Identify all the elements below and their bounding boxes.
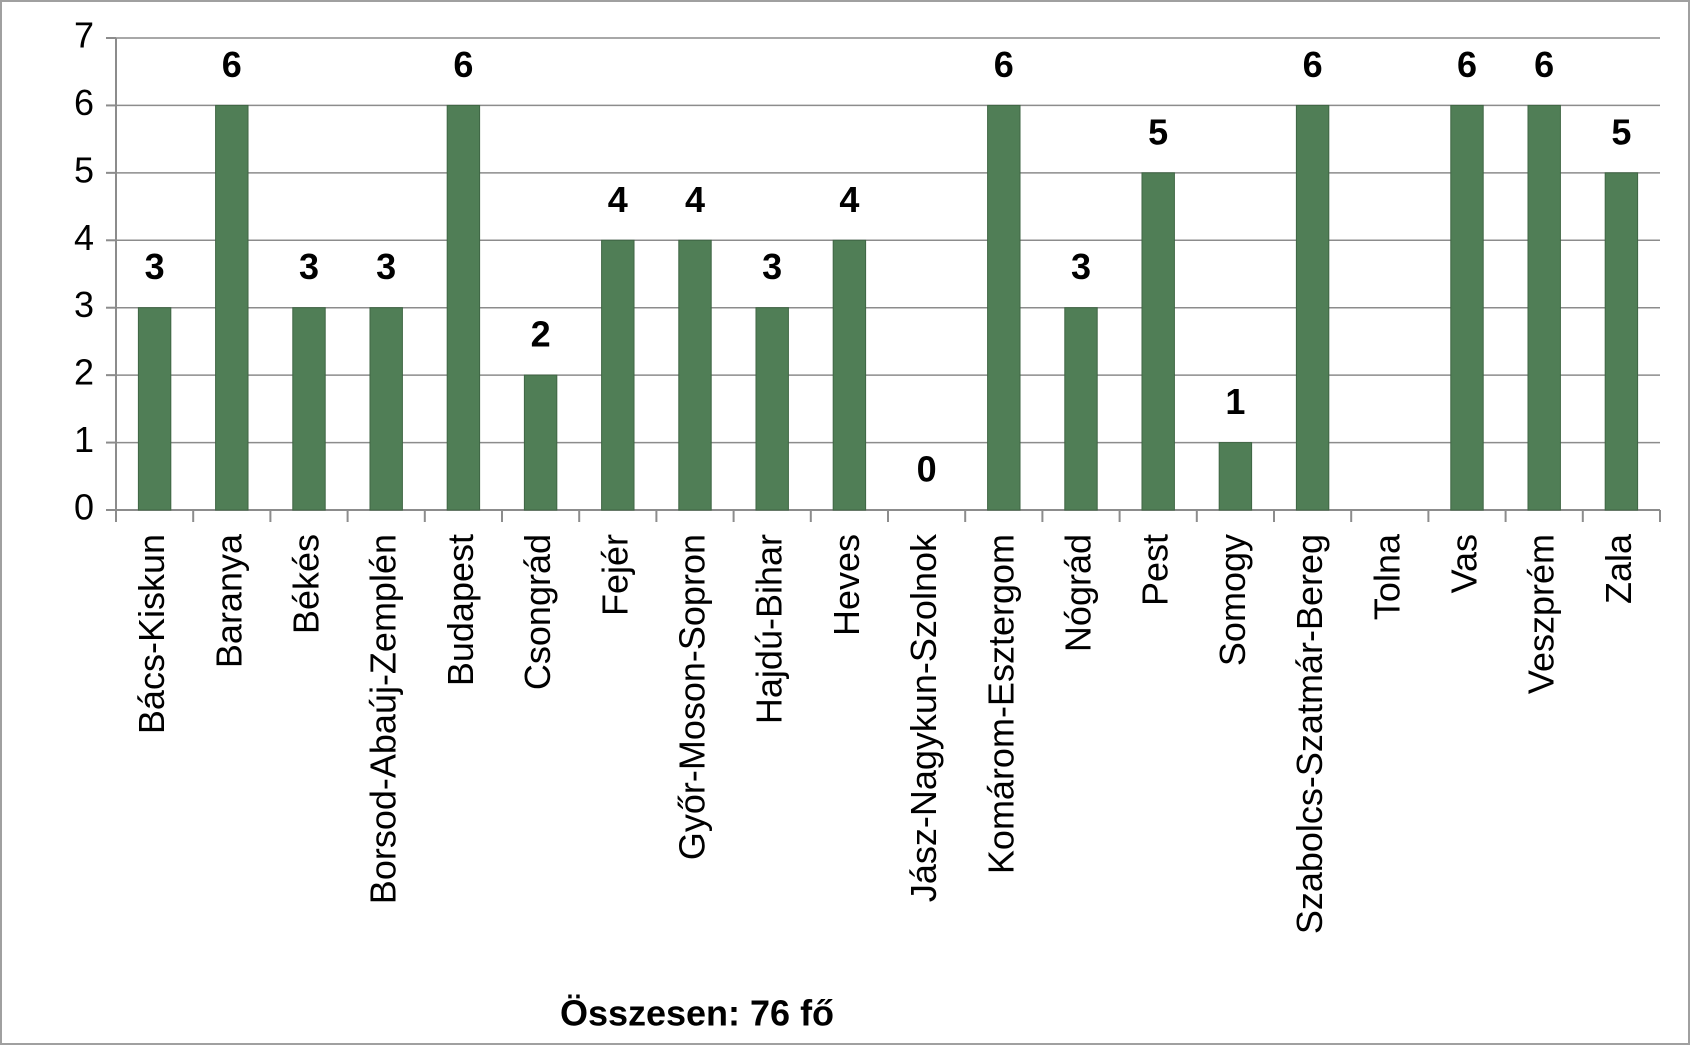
y-tick-label: 2 [74,352,94,393]
bar [292,307,326,511]
bar [1527,104,1561,511]
x-tick-label: Békés [286,534,327,634]
bar [369,307,403,511]
value-label: 6 [1457,44,1477,85]
y-tick-label: 0 [74,487,94,528]
x-tick-label: Baranya [208,533,249,668]
value-label: 6 [222,44,242,85]
x-tick-label: Borsod-Abaúj-Zemplén [363,534,404,904]
value-label: 2 [531,314,551,355]
value-label: 3 [145,246,165,287]
x-tick-label: Nógrád [1058,534,1099,652]
bar [755,307,789,511]
value-label: 1 [1225,381,1245,422]
x-tick-label: Bács-Kiskun [131,534,172,734]
value-label: 3 [1071,246,1091,287]
bar [446,104,481,511]
bar [1604,172,1639,511]
value-label: 6 [994,44,1014,85]
bar [832,239,867,511]
bar [601,239,635,511]
y-tick-label: 4 [74,217,94,258]
x-tick-label: Komárom-Esztergom [980,534,1021,874]
value-label: 3 [762,246,782,287]
bar [1141,172,1175,511]
annotation: Összesen: 76 fő [560,993,834,1034]
x-tick-label: Győr-Moson-Sopron [672,534,713,860]
value-label: 0 [917,449,937,490]
y-tick-label: 1 [74,419,94,460]
y-tick-label: 7 [74,15,94,56]
bar [1295,104,1330,511]
value-label: 6 [1303,44,1323,85]
y-tick-label: 5 [74,149,94,190]
bar [1450,104,1484,511]
value-label: 6 [1534,44,1554,85]
x-tick-label: Zala [1598,533,1639,604]
x-tick-label: Pest [1135,534,1176,606]
y-tick-label: 6 [74,82,94,123]
x-tick-label: Hajdú-Bihar [749,534,790,724]
value-label: 5 [1611,111,1631,152]
x-tick-label: Veszprém [1521,534,1562,694]
bar [523,374,558,511]
bar [1218,442,1253,511]
x-tick-label: Tolna [1366,533,1407,620]
value-label: 3 [376,246,396,287]
x-tick-label: Vas [1444,534,1485,593]
value-label: 4 [685,179,705,220]
bar [1064,307,1098,511]
value-label: 6 [453,44,473,85]
bar [215,104,249,511]
y-tick-label: 3 [74,284,94,325]
x-tick-label: Budapest [440,534,481,686]
bar [137,307,172,511]
value-label: 4 [839,179,859,220]
bar [987,104,1021,511]
bar [678,239,712,511]
value-label: 4 [608,179,628,220]
x-tick-label: Fejér [594,534,635,616]
x-tick-label: Csongrád [517,534,558,690]
x-tick-label: Heves [826,534,867,636]
x-tick-label: Szabolcs-Szatmár-Bereg [1289,534,1330,934]
x-tick-label: Jász-Nagykun-Szolnok [903,533,944,902]
value-label: 5 [1148,111,1168,152]
x-tick-label: Somogy [1212,534,1253,666]
value-label: 3 [299,246,319,287]
